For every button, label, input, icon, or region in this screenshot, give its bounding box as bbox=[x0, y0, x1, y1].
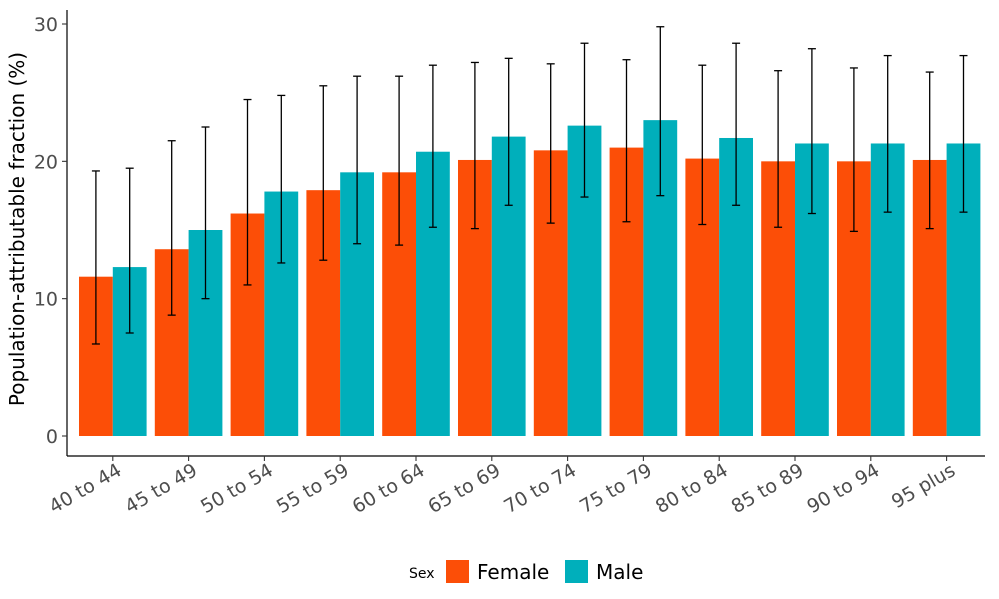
errorbar-male bbox=[504, 57, 513, 206]
errorbar-female bbox=[395, 75, 404, 246]
errorbar-male bbox=[656, 26, 665, 197]
x-tick-label: 80 to 84 bbox=[652, 459, 732, 518]
errorbar-male bbox=[580, 42, 589, 198]
errorbar-female bbox=[698, 64, 707, 226]
errorbar-male bbox=[277, 94, 286, 264]
x-tick-label: 65 to 69 bbox=[424, 459, 504, 518]
errorbar-male bbox=[807, 48, 816, 215]
x-tick-label: 50 to 54 bbox=[197, 459, 277, 518]
errorbar-male bbox=[125, 167, 134, 334]
bars-layer bbox=[79, 120, 981, 437]
errorbar-female bbox=[243, 98, 252, 286]
errorbar-male bbox=[883, 54, 892, 213]
legend-label-male: Male bbox=[596, 560, 643, 584]
legend: Sex Female Male bbox=[409, 560, 643, 584]
errorbar-female bbox=[774, 70, 783, 228]
errorbar-male bbox=[201, 126, 210, 300]
y-axis-title: Population-attributable fraction (%) bbox=[5, 52, 29, 406]
errorbar-female bbox=[319, 85, 328, 261]
errorbar-female bbox=[91, 170, 100, 345]
y-tick-label: 30 bbox=[34, 14, 58, 36]
y-tick-label: 0 bbox=[46, 426, 58, 448]
legend-swatch-male bbox=[565, 560, 588, 583]
x-tick-label: 40 to 44 bbox=[45, 459, 125, 518]
x-tick-label: 70 to 74 bbox=[500, 459, 580, 518]
legend-swatch-female bbox=[446, 560, 469, 583]
errorbar-male bbox=[428, 64, 437, 228]
errorbar-male bbox=[959, 54, 968, 213]
x-tick-label: 75 to 79 bbox=[576, 459, 656, 518]
errorbars-layer bbox=[91, 26, 968, 345]
y-axis-ticks: 0 10 20 30 bbox=[34, 14, 67, 448]
x-tick-label: 60 to 64 bbox=[349, 459, 429, 518]
y-tick-label: 20 bbox=[34, 151, 58, 173]
legend-title: Sex bbox=[409, 566, 435, 582]
errorbar-female bbox=[546, 63, 555, 224]
errorbar-female bbox=[925, 71, 934, 230]
errorbar-male bbox=[732, 42, 741, 206]
x-tick-label: 90 to 94 bbox=[803, 459, 883, 518]
y-tick-label: 10 bbox=[34, 289, 58, 311]
errorbar-female bbox=[470, 61, 479, 230]
errorbar-female bbox=[167, 140, 176, 316]
legend-label-female: Female bbox=[477, 560, 549, 584]
errorbar-male bbox=[353, 75, 362, 245]
x-tick-label: 85 to 89 bbox=[728, 459, 808, 518]
x-tick-label: 45 to 49 bbox=[121, 459, 201, 518]
errorbar-female bbox=[622, 59, 631, 223]
errorbar-female bbox=[849, 67, 858, 233]
x-tick-label: 95 plus bbox=[888, 459, 959, 513]
x-tick-label: 55 to 59 bbox=[273, 459, 353, 518]
